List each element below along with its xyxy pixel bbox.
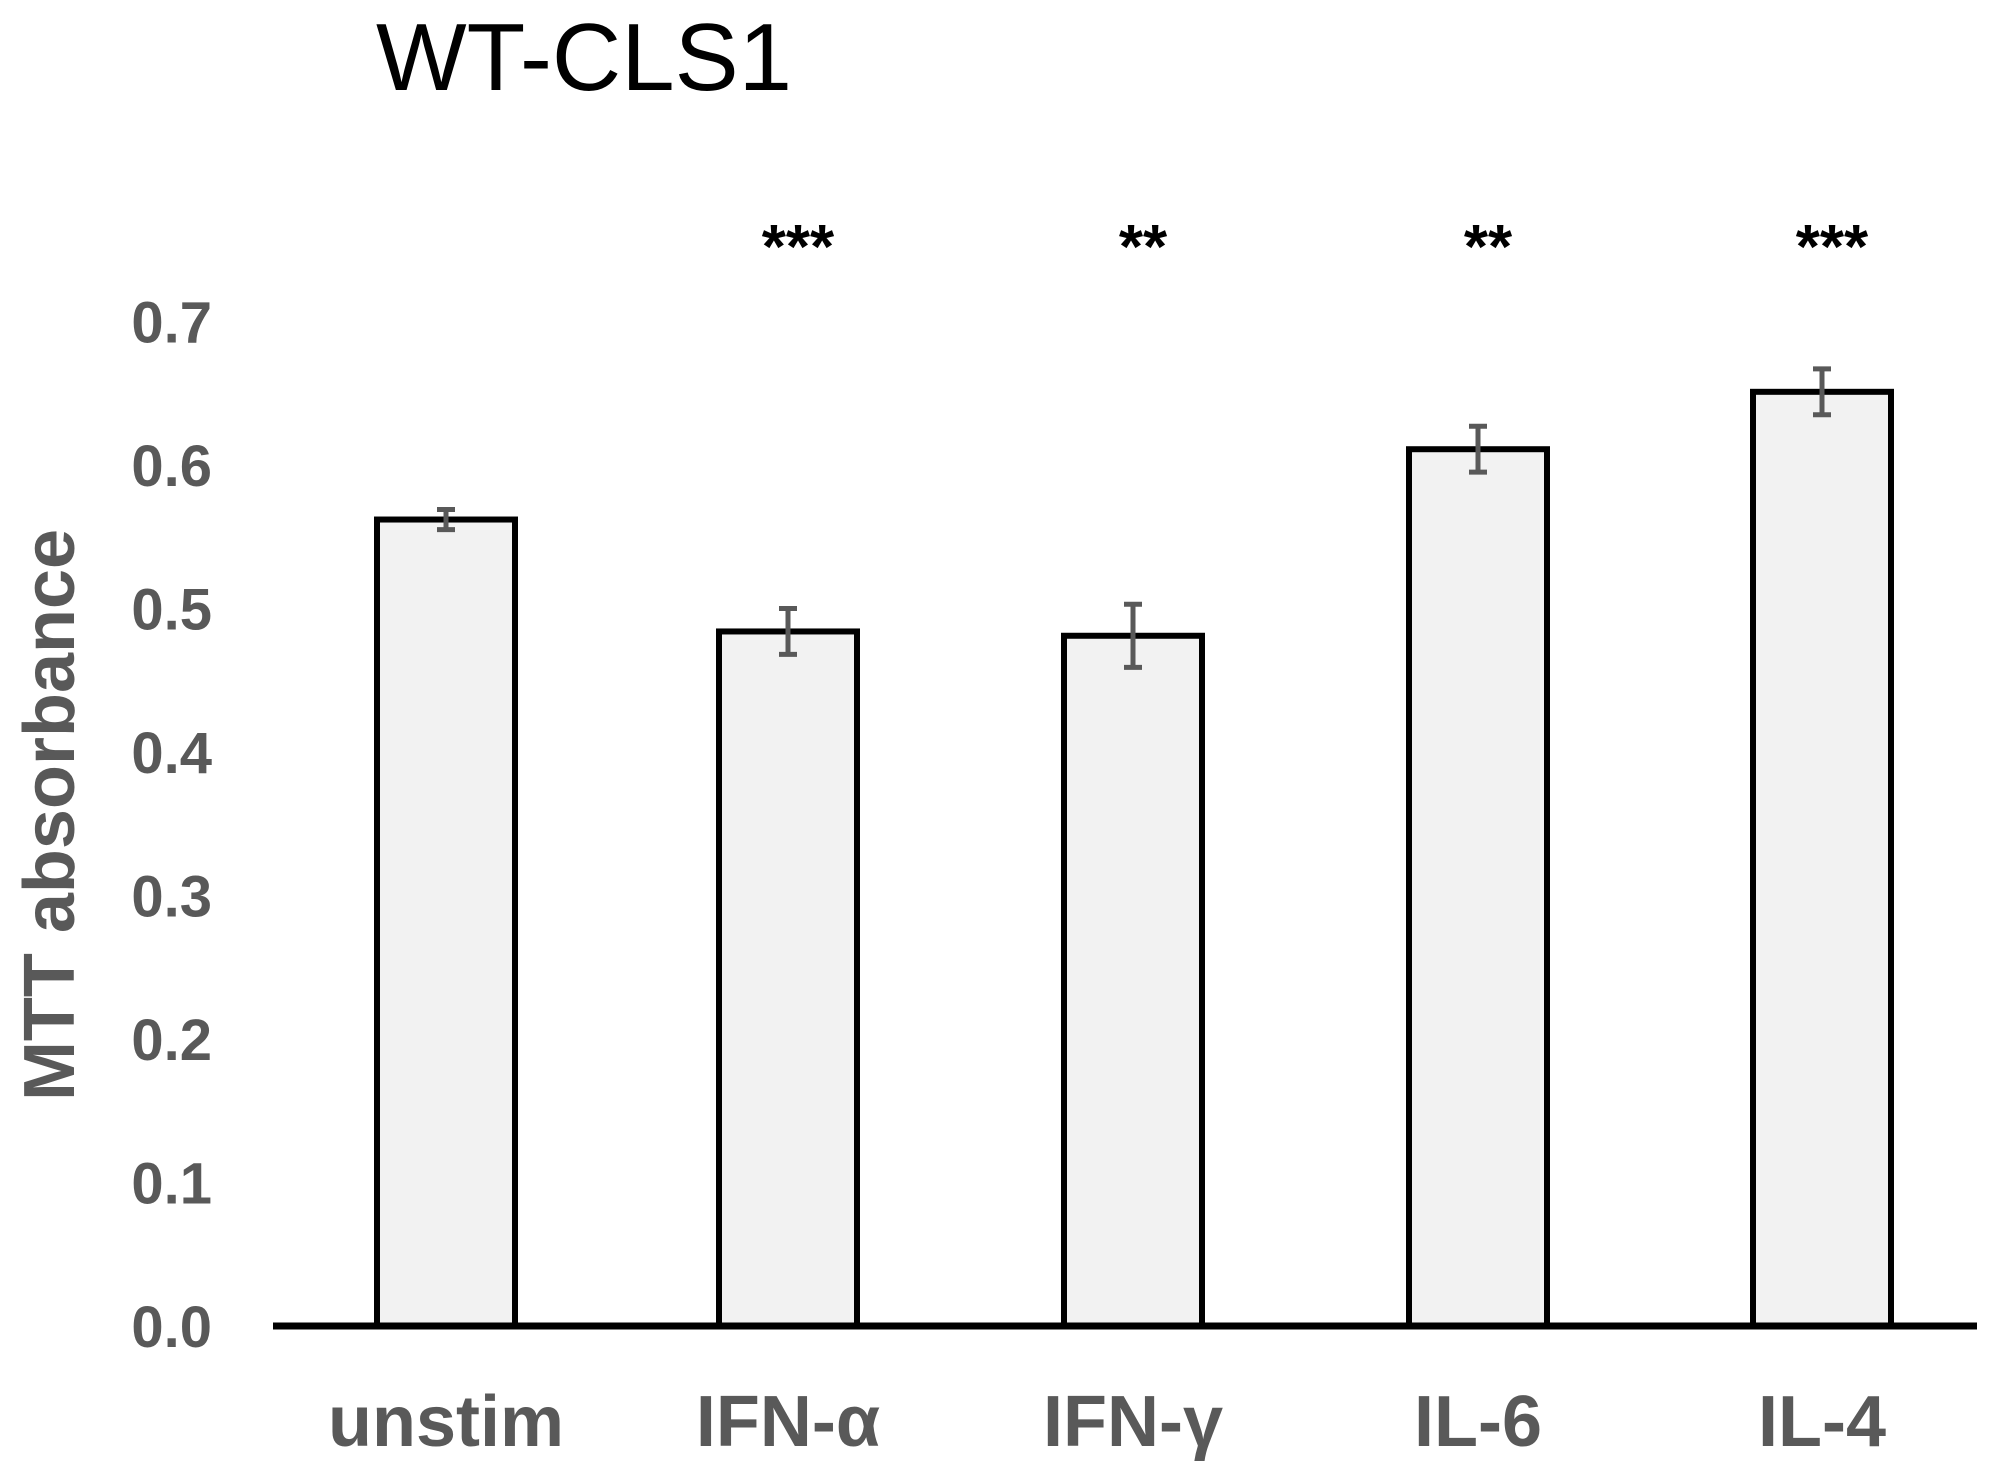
y-tick-label: 0.6 bbox=[131, 434, 212, 499]
significance-marker-2: ** bbox=[1119, 213, 1168, 282]
significance-marker-4: *** bbox=[1796, 213, 1869, 282]
y-tick-label: 0.1 bbox=[131, 1152, 212, 1217]
error-bar-2 bbox=[1124, 601, 1142, 670]
error-bar-1 bbox=[779, 606, 797, 657]
y-tick-label: 0.5 bbox=[131, 578, 212, 643]
significance-markers: *** ** ** *** bbox=[762, 213, 1869, 282]
x-axis-ticks: unstim IFN-α IFN-γ IL-6 IL-4 bbox=[328, 1382, 1886, 1462]
x-tick-label-3: IL-6 bbox=[1414, 1382, 1542, 1462]
error-bar-3 bbox=[1469, 423, 1487, 475]
bar-2 bbox=[1061, 632, 1205, 1329]
bar-0 bbox=[374, 516, 518, 1329]
x-tick-label-0: unstim bbox=[328, 1382, 564, 1462]
y-tick-label: 0.0 bbox=[131, 1295, 212, 1360]
significance-marker-3: ** bbox=[1464, 213, 1513, 282]
y-tick-label: 0.4 bbox=[131, 721, 212, 786]
y-tick-label: 0.7 bbox=[131, 291, 212, 356]
x-tick-label-2: IFN-γ bbox=[1043, 1382, 1223, 1462]
bar-1 bbox=[716, 628, 860, 1329]
y-tick-label: 0.2 bbox=[131, 1008, 212, 1073]
error-bar-0 bbox=[437, 506, 455, 533]
significance-marker-1: *** bbox=[762, 213, 835, 282]
y-axis-ticks: 0.0 0.1 0.2 0.3 0.4 0.5 0.6 0.7 bbox=[131, 291, 212, 1361]
bar-3 bbox=[1406, 446, 1550, 1329]
x-tick-label-1: IFN-α bbox=[696, 1382, 880, 1462]
bar-4 bbox=[1750, 388, 1894, 1329]
y-tick-label: 0.3 bbox=[131, 865, 212, 930]
bars bbox=[374, 388, 1894, 1329]
chart-title: WT-CLS1 bbox=[376, 4, 792, 111]
error-bar-4 bbox=[1813, 366, 1831, 418]
error-bars bbox=[437, 366, 1831, 670]
x-tick-label-4: IL-4 bbox=[1758, 1382, 1886, 1462]
y-axis-label: MTT absorbance bbox=[10, 529, 90, 1101]
